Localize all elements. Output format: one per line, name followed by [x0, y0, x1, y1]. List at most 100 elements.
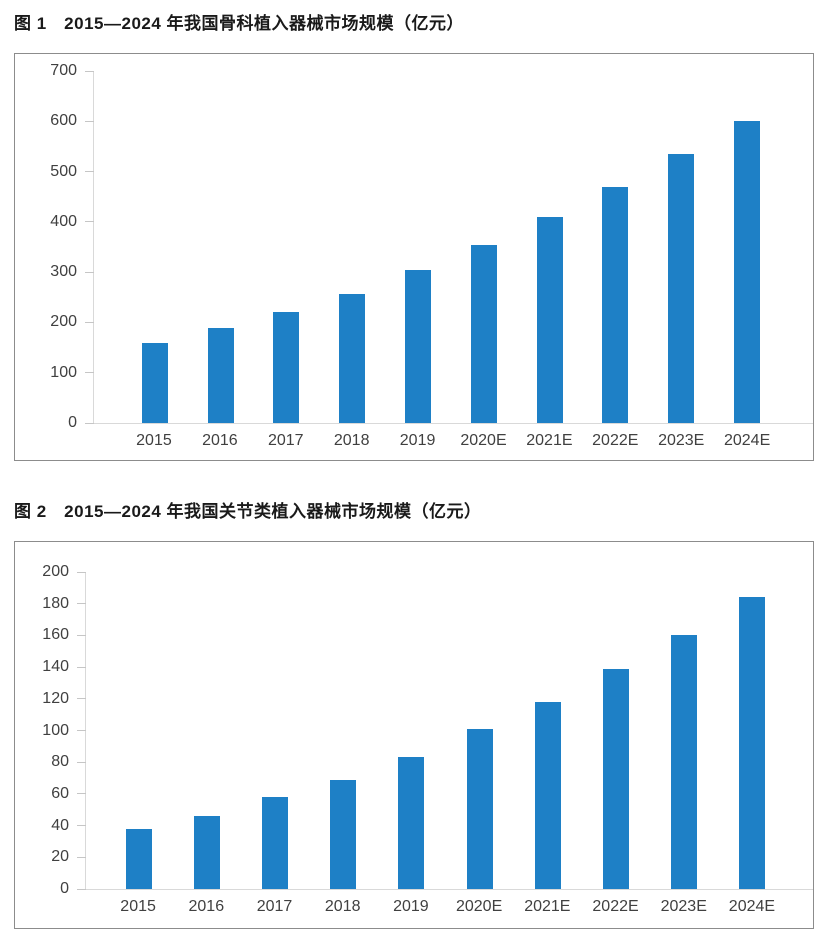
bar-2018: [339, 293, 366, 423]
bar-2022E: [602, 186, 629, 423]
y-tick-mark: [85, 321, 94, 323]
y-tick-label: 120: [42, 689, 69, 707]
y-tick-mark: [85, 120, 94, 122]
bar-slot-2015: [122, 71, 188, 423]
x-label-2016: 2016: [188, 898, 225, 915]
bar-2022E: [602, 668, 629, 889]
figure-1-title: 图 1 2015—2024 年我国骨科植入器械市场规模（亿元）: [14, 14, 465, 33]
y-tick-mark: [85, 70, 94, 72]
x-label-2020E: 2020E: [455, 898, 503, 915]
bar-slot-2024E: [718, 572, 786, 889]
y-tick-label: 700: [50, 62, 77, 79]
bar-slot-2021E: [514, 572, 582, 889]
y-tick-0: 0: [16, 414, 94, 432]
y-tick-label: 300: [50, 263, 77, 281]
y-tick-label: 100: [42, 721, 69, 739]
bar-slot-2020E: [445, 572, 513, 889]
y-tick-200: 200: [16, 563, 86, 581]
y-tick-40: 40: [16, 817, 86, 835]
bar-2015: [141, 342, 168, 423]
y-tick-mark: [77, 698, 86, 700]
y-tick-label: 160: [42, 626, 69, 644]
y-tick-700: 700: [16, 62, 94, 80]
bar-2017: [273, 311, 300, 423]
figure-2-chart-panel: 0 20 40 60 80 100 120 140 160 180 200 2015 2016 2017…: [14, 541, 814, 929]
y-tick-mark: [77, 825, 86, 827]
x-label-2017: 2017: [256, 898, 293, 915]
bar-slot-2023E: [648, 71, 714, 423]
y-tick-100: 100: [16, 722, 86, 740]
bar-2021E: [536, 216, 563, 423]
y-tick-mark: [85, 221, 94, 223]
y-tick-label: 80: [51, 753, 69, 771]
y-tick-500: 500: [16, 163, 94, 181]
y-tick-label: 0: [60, 880, 69, 897]
figure-1-bar-chart: 0 100 200 300 400 500 600 700 2015 2016 2017 2018 2…: [15, 62, 813, 460]
x-label-2017: 2017: [267, 432, 304, 449]
y-tick-mark: [77, 634, 86, 636]
y-tick-140: 140: [16, 658, 86, 676]
y-tick-mark: [85, 171, 94, 173]
x-label-2019: 2019: [399, 432, 436, 449]
y-tick-300: 300: [16, 263, 94, 281]
figure-1-plot-area: 0 100 200 300 400 500 600 700: [50, 62, 813, 431]
bar-slot-2015: [105, 572, 173, 889]
y-tick-180: 180: [16, 595, 86, 613]
y-tick-mark: [77, 793, 86, 795]
x-label-2022E: 2022E: [592, 898, 639, 915]
x-label-2019: 2019: [393, 898, 429, 915]
x-label-2021E: 2021E: [524, 898, 571, 915]
x-label-2023E: 2023E: [658, 432, 705, 449]
bar-slot-2017: [241, 572, 309, 889]
x-label-2024E: 2024E: [728, 898, 776, 915]
figure-2: 图 2 2015—2024 年我国关节类植入器械市场规模（亿元） 0 20 40 60…: [14, 500, 825, 929]
y-tick-100: 100: [16, 364, 94, 382]
y-tick-60: 60: [16, 785, 86, 803]
bar-slot-2018: [309, 572, 377, 889]
y-tick-mark: [77, 666, 86, 668]
bar-slot-2024E: [714, 71, 780, 423]
bar-slot-2019: [385, 71, 451, 423]
y-tick-600: 600: [16, 112, 94, 130]
y-tick-mark: [77, 888, 86, 890]
figure-1-chart-panel: 0 100 200 300 400 500 600 700 2015 2016 2017 2018 2…: [14, 53, 814, 461]
y-tick-label: 60: [51, 784, 69, 802]
figure-1: 图 1 2015—2024 年我国骨科植入器械市场规模（亿元） 0 100 200 3…: [14, 12, 825, 461]
bar-2015: [126, 828, 153, 889]
y-tick-200: 200: [16, 313, 94, 331]
x-label-2018: 2018: [324, 898, 361, 915]
figure-1-x-axis-labels: 2015 2016 2017 2018 2019 2020E 2021E 2022E 2023E…: [93, 424, 813, 460]
y-tick-label: 200: [42, 563, 69, 580]
figure-1-bars: [94, 71, 813, 423]
y-tick-label: 400: [50, 212, 77, 230]
bar-slot-2016: [173, 572, 241, 889]
bar-2019: [398, 757, 425, 889]
y-tick-mark: [77, 603, 86, 605]
bar-2024E: [738, 597, 765, 889]
y-tick-mark: [77, 571, 86, 573]
x-label-2018: 2018: [333, 432, 370, 449]
figure-2-title: 图 2 2015—2024 年我国关节类植入器械市场规模（亿元）: [14, 502, 482, 521]
y-tick-label: 20: [51, 848, 69, 866]
y-tick-mark: [77, 761, 86, 763]
y-tick-80: 80: [16, 753, 86, 771]
bar-slot-2019: [377, 572, 445, 889]
x-label-2022E: 2022E: [592, 432, 639, 449]
bar-slot-2021E: [517, 71, 583, 423]
bar-slot-2022E: [582, 572, 650, 889]
y-tick-label: 100: [50, 363, 77, 381]
bar-slot-2018: [319, 71, 385, 423]
bar-2017: [262, 797, 289, 889]
bar-slot-2023E: [650, 572, 718, 889]
x-label-2020E: 2020E: [460, 432, 507, 449]
x-label-2015: 2015: [136, 432, 172, 449]
bar-2016: [207, 328, 234, 423]
bar-2021E: [534, 701, 561, 889]
y-tick-20: 20: [16, 848, 86, 866]
bar-2023E: [668, 153, 695, 423]
bar-slot-2016: [188, 71, 254, 423]
y-tick-mark: [85, 422, 94, 424]
y-tick-label: 140: [42, 658, 69, 676]
figure-2-x-axis-labels: 2015 2016 2017 2018 2019 2020E 2021E 2022E 2023E…: [85, 890, 813, 928]
